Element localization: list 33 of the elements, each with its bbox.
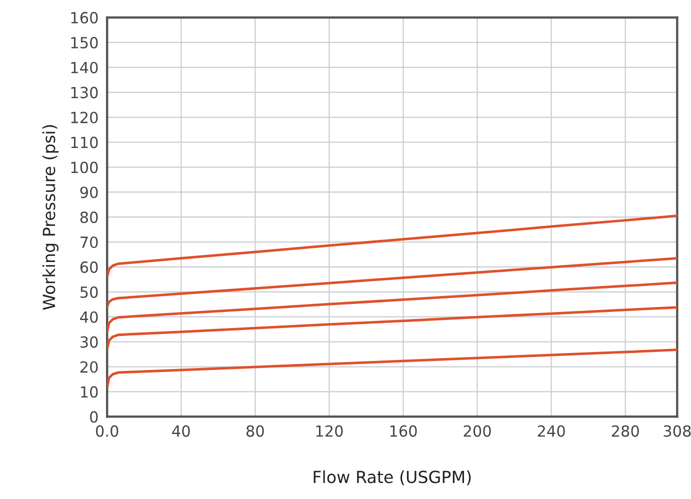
line-series bbox=[107, 348, 678, 390]
y-tick-label: 0 bbox=[90, 411, 98, 423]
y-tick-label: 50 bbox=[80, 286, 98, 298]
y-tick-label: 100 bbox=[71, 162, 98, 174]
y-axis-title: Working Pressure (psi) bbox=[42, 125, 58, 310]
line-series bbox=[107, 306, 678, 351]
x-tick-label: 308 bbox=[664, 425, 691, 437]
x-tick-label: 160 bbox=[390, 425, 417, 437]
x-axis-title: Flow Rate (USGPM) bbox=[314, 470, 471, 486]
x-tick-label: 200 bbox=[464, 425, 491, 437]
y-tick-label: 90 bbox=[80, 186, 98, 198]
x-tick-label: 120 bbox=[316, 425, 343, 437]
x-tick-label: 240 bbox=[538, 425, 565, 437]
y-tick-label: 140 bbox=[71, 62, 98, 74]
x-tick-label: 280 bbox=[612, 425, 639, 437]
y-tick-label: 70 bbox=[80, 236, 98, 248]
x-tick-label: 40 bbox=[172, 425, 190, 437]
y-tick-label: 160 bbox=[71, 12, 98, 24]
y-tick-label: 30 bbox=[80, 336, 98, 348]
y-tick-label: 120 bbox=[71, 112, 98, 124]
x-tick-label: 0.0 bbox=[96, 425, 118, 437]
y-tick-label: 80 bbox=[80, 212, 98, 224]
y-tick-label: 150 bbox=[71, 36, 98, 48]
y-tick-label: 130 bbox=[71, 86, 98, 98]
y-tick-label: 10 bbox=[81, 386, 98, 398]
x-tick-label: 80 bbox=[246, 425, 264, 437]
line-series bbox=[107, 214, 678, 278]
y-tick-label: 20 bbox=[80, 361, 98, 373]
y-tick-label: 60 bbox=[80, 261, 98, 273]
line-series bbox=[107, 281, 678, 334]
line-series bbox=[107, 256, 678, 308]
y-tick-label: 110 bbox=[71, 136, 98, 148]
y-tick-label: 40 bbox=[80, 311, 98, 323]
